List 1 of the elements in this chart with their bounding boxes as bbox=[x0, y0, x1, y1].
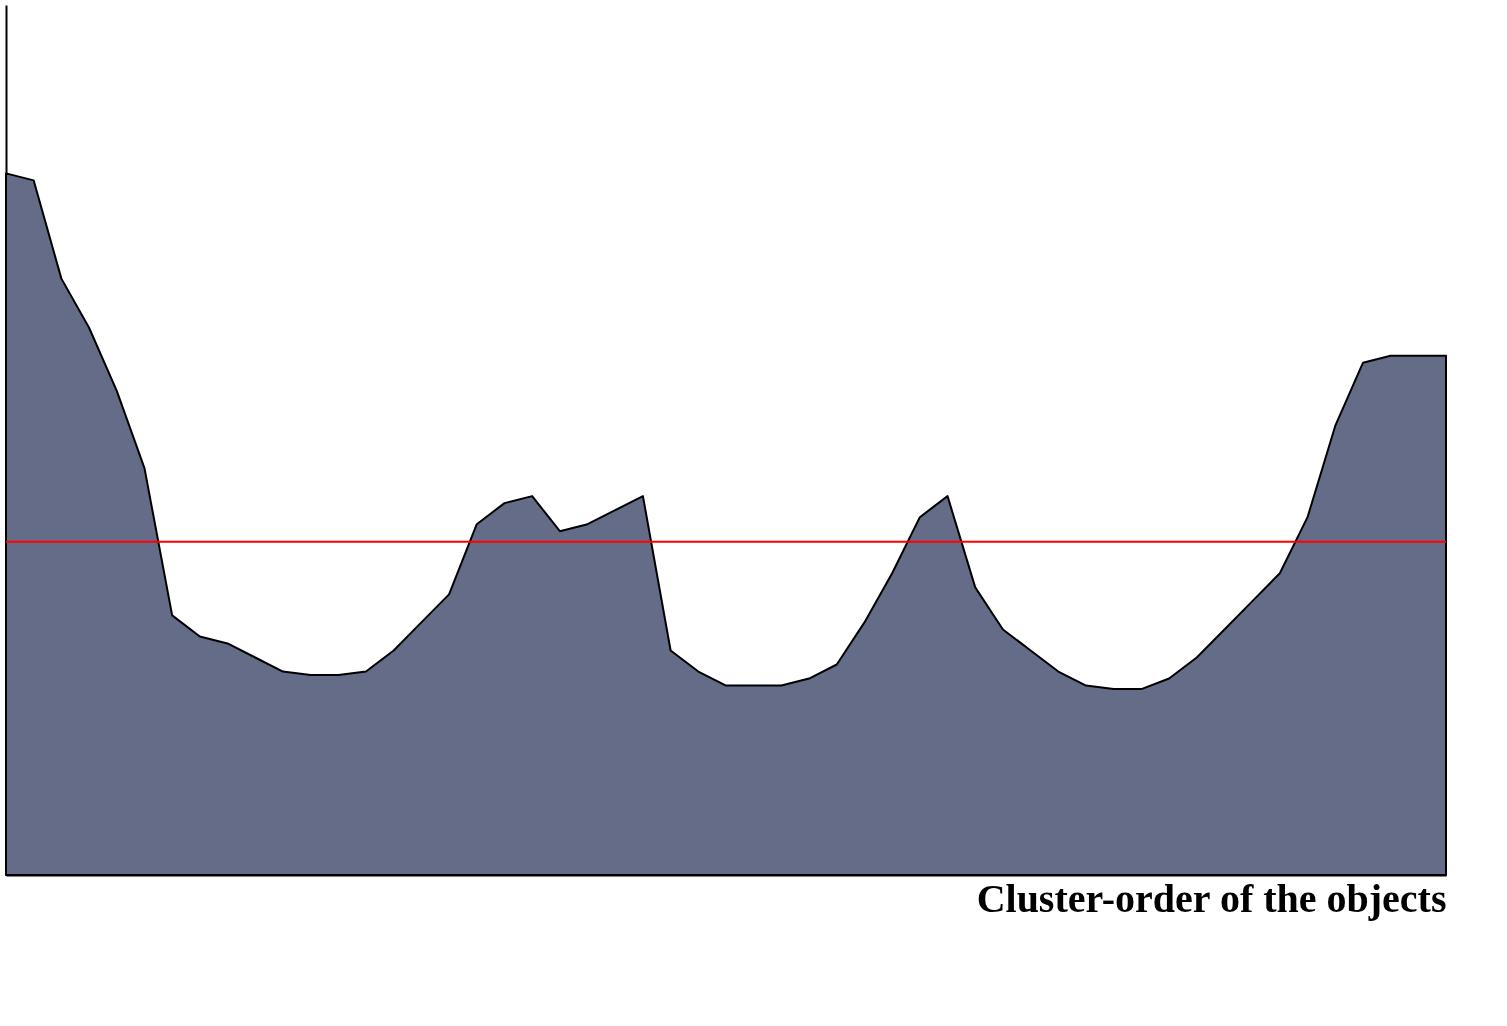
x-axis-title: Cluster-order of the objects bbox=[976, 875, 1447, 921]
